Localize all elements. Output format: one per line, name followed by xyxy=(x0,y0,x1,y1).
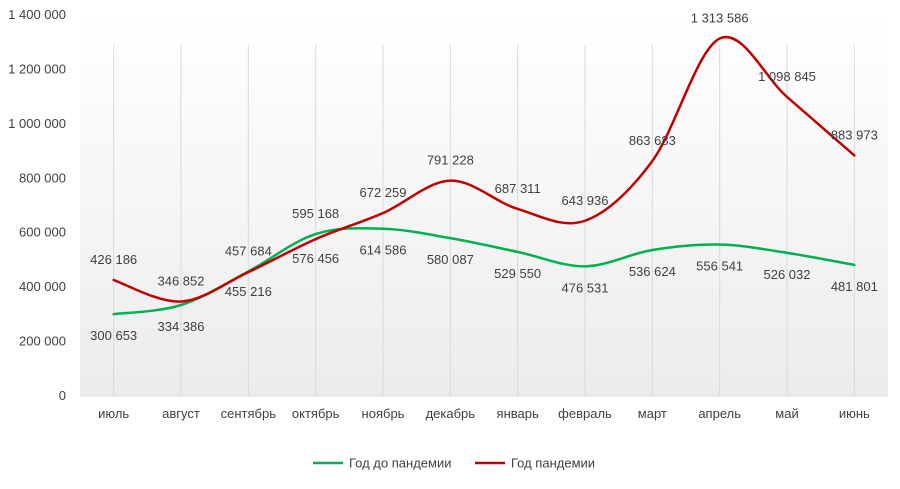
legend-label: Год до пандемии xyxy=(349,456,451,471)
data-label-pre-pandemic: 526 032 xyxy=(764,267,811,282)
data-label-pre-pandemic: 614 586 xyxy=(360,243,407,258)
x-tick-label: июль xyxy=(98,406,129,421)
x-tick-label: сентябрь xyxy=(221,406,277,421)
data-label-pandemic: 643 936 xyxy=(562,193,609,208)
y-tick-label: 1 400 000 xyxy=(8,7,66,22)
x-tick-label: май xyxy=(775,406,798,421)
series-line-pandemic xyxy=(112,35,856,303)
x-tick-label: октябрь xyxy=(292,406,340,421)
y-axis: 0 200 000 400 000 600 000 800 000 1 000 000 1 … xyxy=(8,7,66,403)
x-tick-label: апрель xyxy=(698,406,741,421)
x-tick-label: март xyxy=(638,406,667,421)
data-label-pandemic: 1 098 845 xyxy=(758,69,816,84)
data-label-pre-pandemic: 334 386 xyxy=(158,319,205,334)
plot-area xyxy=(80,15,888,396)
y-tick-label: 1 000 000 xyxy=(8,116,66,131)
data-label-pre-pandemic: 595 168 xyxy=(292,206,339,221)
data-label-pandemic: 576 456 xyxy=(292,251,339,266)
data-label-pandemic: 346 852 xyxy=(158,274,205,289)
legend: Год до пандемии Год пандемии xyxy=(313,456,595,471)
x-tick-label: февраль xyxy=(558,406,612,421)
data-label-pre-pandemic: 580 087 xyxy=(427,252,474,267)
x-axis: июль август сентябрь октябрь ноябрь декабрь ян… xyxy=(98,406,870,421)
gridlines xyxy=(80,45,888,397)
data-label-pre-pandemic: 481 801 xyxy=(831,279,878,294)
y-tick-label: 800 000 xyxy=(19,170,66,185)
legend-item-pandemic: Год пандемии xyxy=(475,456,595,471)
x-tick-label: июнь xyxy=(839,406,870,421)
x-tick-label: август xyxy=(162,406,200,421)
x-tick-label: декабрь xyxy=(426,406,476,421)
x-tick-label: ноябрь xyxy=(362,406,405,421)
data-label-pandemic: 883 973 xyxy=(831,127,878,142)
data-label-pandemic: 455 216 xyxy=(225,284,272,299)
data-label-pre-pandemic: 457 684 xyxy=(225,243,272,258)
data-label-pandemic: 863 683 xyxy=(629,133,676,148)
data-label-pre-pandemic: 476 531 xyxy=(562,280,609,295)
y-tick-label: 400 000 xyxy=(19,279,66,294)
y-tick-label: 0 xyxy=(59,388,66,403)
data-label-pandemic: 1 313 586 xyxy=(691,11,749,26)
data-label-pandemic: 687 311 xyxy=(495,181,541,196)
legend-item-pre-pandemic: Год до пандемии xyxy=(313,456,451,471)
data-label-pandemic: 672 259 xyxy=(360,185,407,200)
data-label-pre-pandemic: 529 550 xyxy=(494,266,541,281)
data-label-pandemic: 426 186 xyxy=(90,252,137,267)
data-label-pre-pandemic: 300 653 xyxy=(90,328,137,343)
x-tick-label: январь xyxy=(497,406,539,421)
legend-label: Год пандемии xyxy=(511,456,595,471)
y-tick-label: 600 000 xyxy=(19,225,66,240)
data-label-pre-pandemic: 536 624 xyxy=(629,264,676,279)
y-tick-label: 1 200 000 xyxy=(8,61,66,76)
y-tick-label: 200 000 xyxy=(19,334,66,349)
series-lines xyxy=(112,35,856,316)
data-label-pandemic: 791 228 xyxy=(427,153,474,168)
data-label-pre-pandemic: 556 541 xyxy=(696,259,743,274)
data-labels: 300 653 426 186 334 386 346 852 457 684 455 2… xyxy=(90,11,878,344)
